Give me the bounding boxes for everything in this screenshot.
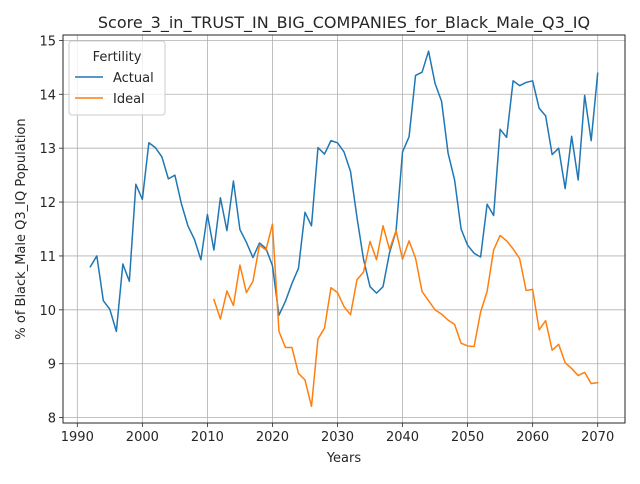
x-tick-label: 2020 (256, 430, 289, 445)
y-tick-label: 10 (39, 304, 56, 319)
y-tick-label: 12 (39, 196, 56, 211)
x-tick-label: 2070 (581, 430, 614, 445)
y-tick-label: 11 (39, 250, 56, 265)
x-tick-label: 2060 (516, 430, 549, 445)
y-tick-label: 8 (48, 412, 56, 427)
y-tick-label: 15 (39, 34, 56, 49)
y-tick-label: 13 (39, 142, 56, 157)
y-axis-label: % of Black_Male Q3_IQ Population (14, 118, 29, 339)
legend: Fertility Actual Ideal (69, 41, 165, 115)
x-tick-label: 1990 (61, 430, 94, 445)
legend-label-ideal: Ideal (113, 92, 145, 107)
x-tick-label: 2000 (126, 430, 159, 445)
x-tick-label: 2010 (191, 430, 224, 445)
x-tick-label: 2040 (386, 430, 419, 445)
chart-title: Score_3_in_TRUST_IN_BIG_COMPANIES_for_Bl… (98, 13, 590, 33)
x-tick-label: 2050 (451, 430, 484, 445)
x-axis-label: Years (326, 451, 362, 466)
x-tick-label: 2030 (321, 430, 354, 445)
y-tick-label: 9 (48, 358, 56, 373)
legend-title: Fertility (93, 50, 142, 65)
legend-label-actual: Actual (113, 71, 154, 86)
y-tick-label: 14 (39, 88, 56, 103)
